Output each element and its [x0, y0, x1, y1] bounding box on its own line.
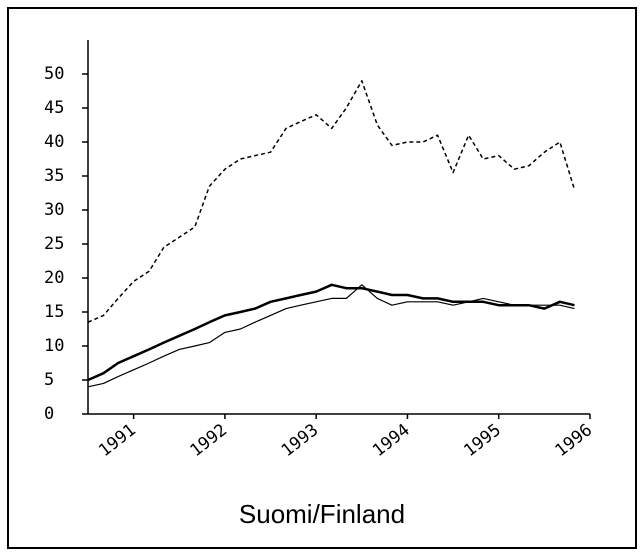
- y-tick-label: 35: [44, 166, 64, 186]
- chart-title: Suomi/Finland: [239, 499, 405, 529]
- y-tick-label: 45: [44, 98, 64, 118]
- y-tick-label: 0: [44, 404, 54, 424]
- x-tick-label: 1994: [369, 420, 414, 461]
- x-tick-label: 1993: [278, 420, 323, 461]
- x-tick-label: 1995: [460, 420, 505, 461]
- series-line: [87, 284, 575, 388]
- y-tick-label: 5: [44, 370, 54, 390]
- y-tick-label: 30: [44, 200, 64, 220]
- y-tick-label: 40: [44, 132, 64, 152]
- series-line: [87, 283, 575, 382]
- series-line: [87, 80, 576, 323]
- y-tick-label: 25: [44, 234, 64, 254]
- frame: [7, 7, 637, 549]
- x-tick-label: 1992: [186, 420, 231, 461]
- y-tick-label: 15: [44, 302, 64, 322]
- y-tick-label: 10: [44, 336, 64, 356]
- x-tick-label: 1991: [95, 420, 140, 461]
- x-tick-label: 1996: [552, 420, 597, 461]
- y-tick-label: 50: [44, 64, 64, 84]
- y-tick-label: 20: [44, 268, 64, 288]
